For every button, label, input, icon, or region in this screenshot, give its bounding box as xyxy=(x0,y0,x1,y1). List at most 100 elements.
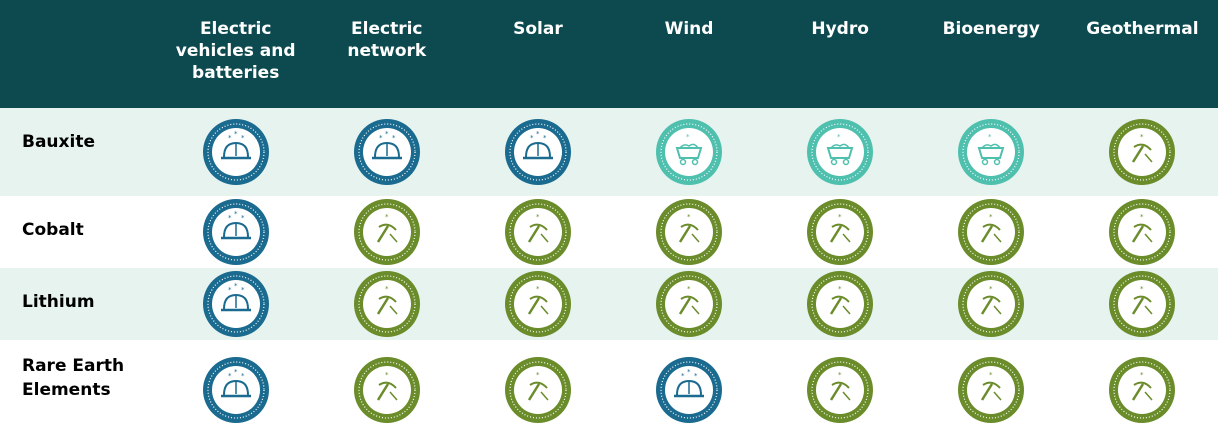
icon: * xyxy=(915,268,1067,340)
row-label: Bauxite xyxy=(0,108,161,196)
svg-text:*: * xyxy=(385,285,389,293)
icon-graphic: * xyxy=(807,199,874,265)
svg-text:*: * xyxy=(536,130,540,138)
row: Rare Earth Elements * * * * * * * * * * * xyxy=(0,340,1218,439)
col-header: Hydro xyxy=(764,0,916,108)
svg-text:*: * xyxy=(687,213,691,221)
icon: * xyxy=(765,196,916,268)
svg-text:*: * xyxy=(536,213,540,221)
corner xyxy=(0,0,161,108)
svg-text:*: * xyxy=(989,285,993,293)
svg-text:*: * xyxy=(837,133,841,141)
icon: * xyxy=(915,108,1067,196)
icon-graphic: * * * xyxy=(504,119,571,185)
svg-text:*: * xyxy=(838,213,842,221)
svg-text:*: * xyxy=(686,133,690,141)
svg-text:*: * xyxy=(1140,213,1144,221)
col-header: Bioenergy xyxy=(915,0,1067,108)
icon-graphic: * xyxy=(958,356,1025,423)
col-header: Electric vehicles and batteries xyxy=(160,0,312,108)
col-header: Wind xyxy=(613,0,765,108)
svg-text:*: * xyxy=(228,372,232,380)
icon: * xyxy=(916,196,1067,268)
row-label: Rare Earth Elements xyxy=(22,356,125,400)
svg-text:*: * xyxy=(234,210,238,218)
icon: * xyxy=(1066,268,1218,340)
icon: * xyxy=(311,340,462,439)
icon: * * * xyxy=(311,108,463,196)
icon: * * * xyxy=(160,340,311,439)
col-header: Electric network xyxy=(311,0,463,108)
icon: * xyxy=(764,108,916,196)
icon-graphic: * xyxy=(353,271,420,337)
icon: * xyxy=(1067,340,1218,439)
icon: * xyxy=(613,196,764,268)
svg-text:*: * xyxy=(234,282,238,290)
svg-text:*: * xyxy=(694,372,698,380)
icon-graphic: * xyxy=(1109,119,1176,185)
icon: * xyxy=(765,340,916,439)
row: Lithium * * * * * * * * * xyxy=(0,268,1218,340)
icon-graphic: * * * xyxy=(202,119,269,185)
icon-graphic: * * * xyxy=(202,271,269,337)
icon-graphic: * xyxy=(807,119,874,185)
icon-graphic: * xyxy=(958,119,1025,185)
icon: * xyxy=(764,268,916,340)
icon: * xyxy=(1067,196,1218,268)
svg-text:*: * xyxy=(530,134,534,142)
svg-text:*: * xyxy=(536,285,540,293)
svg-text:*: * xyxy=(989,213,993,221)
row: Cobalt * * * * * * * * * xyxy=(0,196,1218,268)
icon-graphic: * xyxy=(504,271,571,337)
icon-graphic: * * * xyxy=(656,356,722,423)
svg-text:*: * xyxy=(838,371,842,379)
icon: * xyxy=(462,340,613,439)
svg-text:*: * xyxy=(379,134,383,142)
icon-graphic: * xyxy=(807,271,874,337)
icon-graphic: * xyxy=(958,199,1025,265)
svg-text:*: * xyxy=(241,134,245,142)
icon-graphic: * * * xyxy=(202,199,269,265)
row-label: Lithium xyxy=(0,268,161,340)
icon-graphic: * xyxy=(1109,271,1176,337)
svg-text:*: * xyxy=(536,371,540,379)
svg-text:*: * xyxy=(385,213,389,221)
svg-text:*: * xyxy=(234,368,238,376)
icon: * xyxy=(916,340,1067,439)
icon-graphic: * xyxy=(353,356,420,423)
header-row: Electric vehicles and batteries Electric… xyxy=(0,0,1218,108)
icon: * xyxy=(311,268,463,340)
icon-graphic: * xyxy=(958,271,1025,337)
icon: * xyxy=(311,196,462,268)
svg-text:*: * xyxy=(392,134,396,142)
icon-graphic: * xyxy=(353,199,420,265)
row: Bauxite * * * * * * * * * * * * * xyxy=(0,108,1218,196)
svg-text:*: * xyxy=(228,134,232,142)
icon: * * * xyxy=(613,340,764,439)
icon-graphic: * xyxy=(807,356,874,423)
icon: * xyxy=(462,196,613,268)
svg-text:*: * xyxy=(989,371,993,379)
icon-graphic: * xyxy=(504,356,571,423)
svg-text:*: * xyxy=(385,130,389,138)
col-header: Solar xyxy=(462,0,614,108)
icon-graphic: * * * xyxy=(353,119,420,185)
icon: * * * xyxy=(160,196,311,268)
icon: * * * xyxy=(160,268,312,340)
svg-text:*: * xyxy=(543,134,547,142)
col-header: Geothermal xyxy=(1066,0,1218,108)
svg-text:*: * xyxy=(1140,133,1144,141)
row-label: Cobalt xyxy=(22,220,84,240)
svg-text:*: * xyxy=(385,371,389,379)
icon-graphic: * xyxy=(656,271,722,337)
svg-text:*: * xyxy=(241,372,245,380)
svg-text:*: * xyxy=(1140,285,1144,293)
icon-graphic: * xyxy=(1109,356,1176,423)
icon: * * * xyxy=(160,108,312,196)
icon-graphic: * * * xyxy=(202,356,269,423)
svg-text:*: * xyxy=(687,285,691,293)
icon: * xyxy=(1066,108,1218,196)
icon-graphic: * xyxy=(656,199,722,265)
icon: * * * xyxy=(462,108,614,196)
